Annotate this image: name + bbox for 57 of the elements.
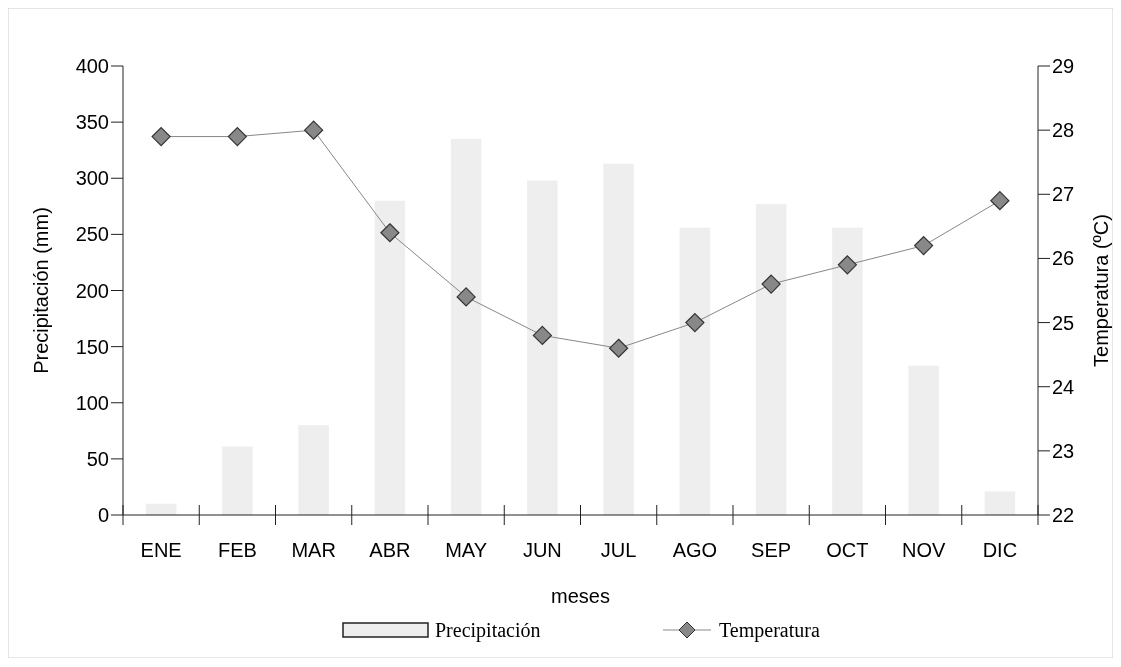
y2-tick-label: 26	[1052, 247, 1075, 270]
y2-tick-label: 28	[1052, 119, 1075, 142]
y-tick-label: 350	[75, 111, 109, 134]
bar	[603, 163, 634, 515]
x-tick-label: AGO	[672, 539, 718, 561]
x-tick-label: DIC	[982, 539, 1018, 561]
point	[380, 223, 400, 243]
y2-tick-label: 27	[1052, 183, 1075, 206]
point	[914, 236, 934, 256]
x-tick-label: SEP	[751, 539, 792, 561]
bar	[679, 227, 711, 515]
x-tick-label: JUL	[600, 539, 637, 561]
y-tick-label: 200	[75, 279, 109, 302]
legend-label: Temperatura	[719, 619, 820, 642]
y2-tick-label: 24	[1052, 375, 1075, 398]
point	[304, 120, 324, 140]
y-tick-label: 150	[75, 335, 109, 358]
x-tick-label: FEB	[217, 539, 257, 561]
bar	[450, 138, 482, 515]
point	[532, 325, 552, 345]
point	[151, 126, 171, 147]
point	[990, 191, 1010, 211]
y-tick-label: 250	[75, 223, 109, 246]
y-tick-label: 50	[86, 447, 109, 470]
y-axis-title: Precipitación (mm)	[30, 207, 52, 374]
bar	[984, 491, 1016, 515]
bar	[527, 180, 558, 515]
x-tick-label: MAR	[291, 539, 336, 561]
legend-label: Precipitación	[435, 619, 541, 642]
x-tick-label: ABR	[369, 539, 411, 561]
x-tick-label: ENE	[140, 539, 182, 561]
bar	[222, 446, 253, 515]
y2-tick-label: 25	[1052, 311, 1075, 334]
bar	[908, 365, 939, 515]
bar	[755, 204, 787, 515]
point	[456, 287, 476, 307]
point	[837, 255, 857, 275]
x-tick-label: JUN	[522, 539, 562, 561]
bar	[298, 425, 329, 515]
y2-axis-title: Temperatura (ºC)	[1090, 214, 1112, 367]
y-tick-label: 100	[75, 391, 109, 414]
y2-tick-label: 23	[1052, 439, 1075, 462]
x-tick-label: NOV	[901, 539, 946, 561]
y2-tick-label: 29	[1052, 55, 1075, 77]
point	[227, 126, 247, 147]
point	[685, 312, 705, 333]
y-tick-label: 300	[75, 167, 109, 190]
x-tick-label: OCT	[826, 539, 869, 561]
bar	[374, 200, 406, 515]
point	[761, 274, 781, 294]
x-axis-title: meses	[551, 585, 610, 607]
y2-tick-label: 22	[1052, 504, 1075, 526]
x-tick-label: MAY	[445, 539, 488, 561]
point	[609, 338, 629, 358]
y-tick-label: 400	[75, 55, 109, 77]
y-tick-label: 0	[97, 504, 109, 526]
bar	[832, 227, 863, 515]
